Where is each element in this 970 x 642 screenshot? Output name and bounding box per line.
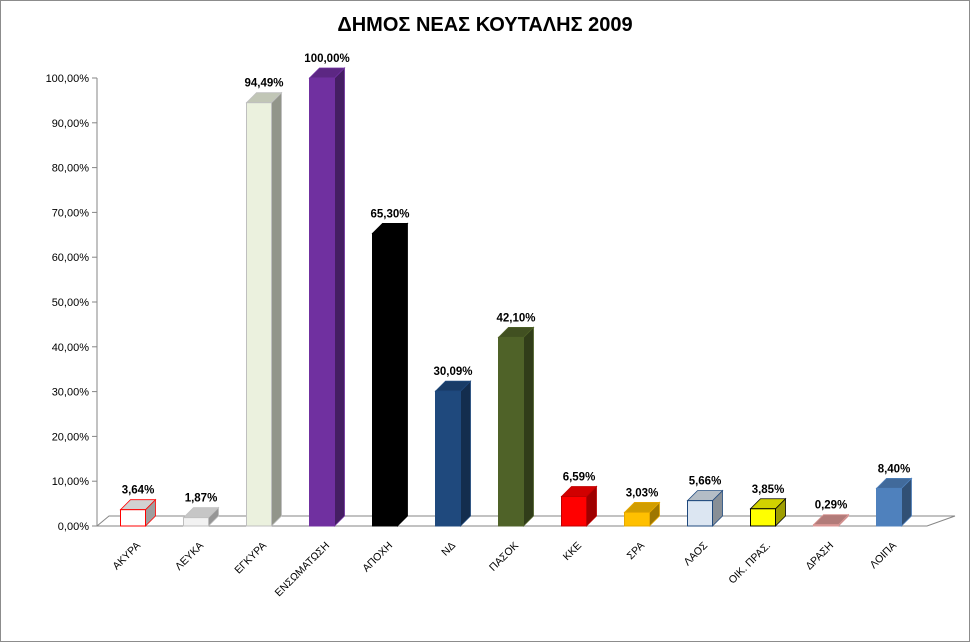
bar-side <box>460 380 471 527</box>
data-labels: 3,64% 1,87% 94,49% 100,00% 65,30% 30,09% 42,10… <box>122 53 911 512</box>
bar-front <box>687 500 713 527</box>
y-tick-label: 70,00% <box>52 207 90 219</box>
y-tick-label: 10,00% <box>52 476 90 488</box>
bar-front <box>813 524 839 527</box>
bar-front <box>561 495 587 527</box>
data-label: 30,09% <box>433 366 472 378</box>
y-tick-label: 60,00% <box>52 252 90 264</box>
category-label: ΑΚΥΡΑ <box>110 540 143 573</box>
bar-side <box>397 222 408 527</box>
bar-front <box>372 232 398 527</box>
y-axis-ticks: 0,00% 10,00% 20,00% 30,00% 40,00% 50,00% 60,00… <box>46 73 97 533</box>
bar-side <box>523 326 534 527</box>
x-axis-categories: ΑΚΥΡΑ ΛΕΥΚΑ ΕΓΚΥΡΑ ΕΝΣΩΜΑΤΩΣΗ ΑΠΟΧΗ ΝΔ ΠΑΣΟΚ ΚΚ… <box>110 539 899 599</box>
y-tick-label: 30,00% <box>52 387 90 399</box>
bar-front <box>183 517 209 527</box>
data-label: 3,03% <box>626 487 659 499</box>
bar-side <box>271 91 282 527</box>
y-tick-label: 0,00% <box>58 521 89 533</box>
data-label: 8,40% <box>878 463 911 475</box>
category-label: ΚΚΕ <box>561 540 584 563</box>
data-label: 6,59% <box>563 471 596 483</box>
bar-front <box>246 102 272 527</box>
bar-3 <box>308 67 346 527</box>
bar-8 <box>623 501 661 527</box>
chart-title: ΔΗΜΟΣ ΝΕΑΣ ΚΟΥΤΑΛΗΣ 2009 <box>337 14 633 36</box>
y-tick-label: 80,00% <box>52 163 90 175</box>
y-tick-label: 40,00% <box>52 342 90 354</box>
category-label: ΕΝΣΩΜΑΤΩΣΗ <box>273 540 332 599</box>
bar-2 <box>245 91 283 527</box>
bar-6 <box>497 326 535 527</box>
data-label: 94,49% <box>244 78 283 90</box>
category-label: ΑΠΟΧΗ <box>360 540 395 575</box>
bar-side <box>334 67 345 527</box>
y-tick-label: 100,00% <box>46 73 90 85</box>
data-label: 65,30% <box>370 208 409 220</box>
bar-series <box>119 67 913 527</box>
category-label: ΛΟΙΠΑ <box>868 540 899 571</box>
category-label: ΠΑΣΟΚ <box>487 540 521 574</box>
bar-1 <box>182 506 220 527</box>
category-label: ΣΡΑ <box>625 540 647 562</box>
data-label: 42,10% <box>496 312 535 324</box>
category-label: ΔΡΑΣΗ <box>803 540 836 573</box>
bar-11 <box>812 513 850 527</box>
bar-front <box>309 77 335 527</box>
y-tick-label: 90,00% <box>52 118 90 130</box>
bar-10 <box>749 497 787 527</box>
category-label: ΝΔ <box>439 540 458 559</box>
y-tick-label: 50,00% <box>52 297 90 309</box>
category-label: ΕΓΚΥΡΑ <box>232 540 269 577</box>
category-label: ΟΙΚ. ΠΡΑΣ. <box>726 540 773 587</box>
data-label: 1,87% <box>185 493 218 505</box>
bar-9 <box>686 489 724 527</box>
bar-front <box>624 511 650 527</box>
data-label: 0,29% <box>815 500 848 512</box>
y-tick-label: 20,00% <box>52 431 90 443</box>
bar-7 <box>560 485 598 527</box>
bar-front <box>498 336 524 527</box>
bar-front <box>876 487 902 527</box>
category-label: ΛΕΥΚΑ <box>173 540 206 573</box>
data-label: 5,66% <box>689 476 722 488</box>
data-label: 3,85% <box>752 484 785 496</box>
category-label: ΛΑΟΣ <box>682 539 711 568</box>
bar-front <box>435 390 461 527</box>
data-label: 100,00% <box>304 53 349 65</box>
bar-front <box>120 509 146 527</box>
bar-12 <box>875 477 913 527</box>
data-label: 3,64% <box>122 485 155 497</box>
bar-0 <box>119 498 157 527</box>
bar-4 <box>371 222 409 527</box>
bar-5 <box>434 380 472 527</box>
bar-front <box>750 508 776 527</box>
